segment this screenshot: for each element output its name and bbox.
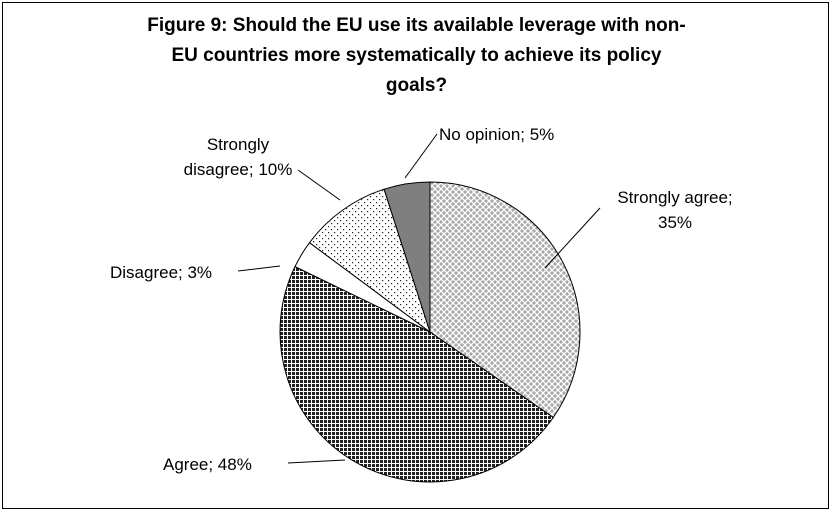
leader-line: [544, 207, 601, 269]
chart-title-line-2: EU countries more systematically to achi…: [171, 45, 662, 66]
chart-title-line-1: Figure 9: Should the EU use its availabl…: [147, 15, 686, 36]
pie-slice-agree: [279, 265, 554, 483]
leader-line: [287, 459, 346, 464]
pie-labels: Strongly agree; 35% Agree; 48% Disagree; 3%…: [110, 125, 733, 474]
data-label-no-opinion: No opinion; 5%: [439, 125, 554, 144]
data-label-strongly-disagree: Strongly disagree; 10%: [184, 135, 293, 179]
data-label-disagree: Disagree; 3%: [110, 263, 212, 282]
chart-title: Figure 9: Should the EU use its availabl…: [3, 11, 830, 101]
data-label-strongly-agree: Strongly agree; 35%: [617, 188, 732, 232]
leader-line: [237, 265, 281, 272]
leader-line: [297, 169, 341, 201]
pie-slices: [279, 181, 581, 483]
pie-slice-strongly-disagree: [308, 188, 431, 334]
pie-slice-no-opinion: [383, 181, 431, 333]
chart-title-line-3: goals?: [385, 75, 448, 96]
leader-line: [404, 133, 438, 179]
pie-slice-strongly-agree: [429, 181, 581, 419]
data-label-agree: Agree; 48%: [163, 455, 252, 474]
